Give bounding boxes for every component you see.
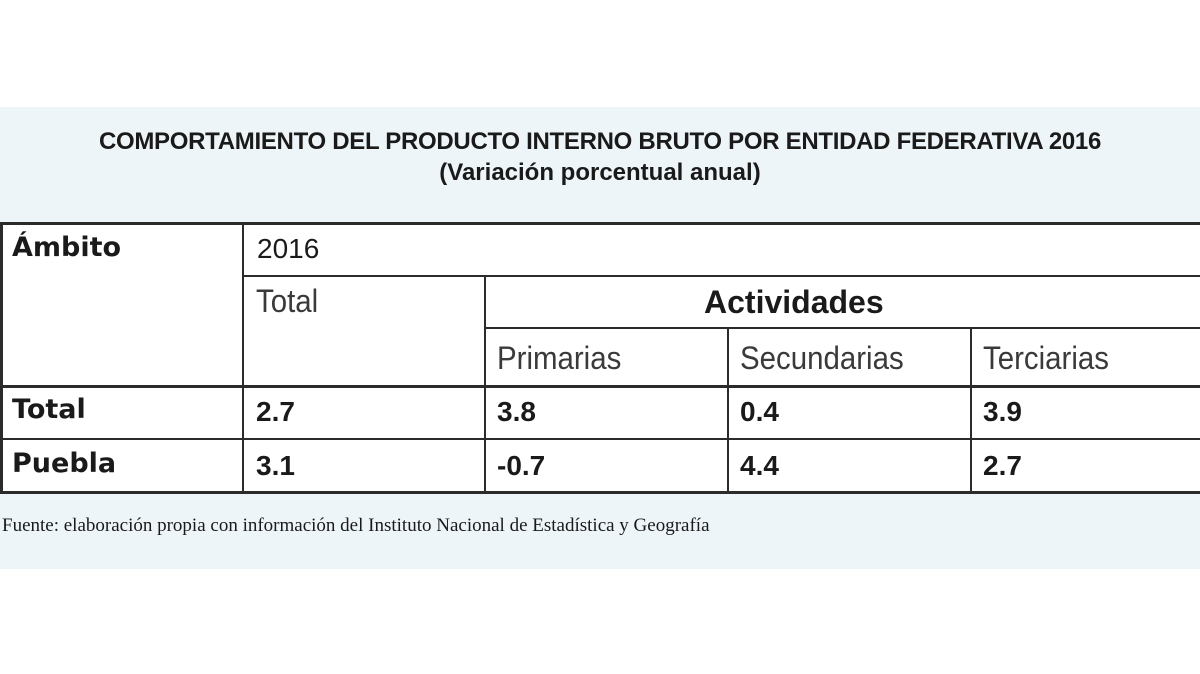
table-subtitle: (Variación porcentual anual) (439, 159, 761, 186)
cell-total-primarias: 3.8 (497, 396, 536, 427)
header-total: Total (256, 283, 319, 319)
table-line-year (243, 275, 1200, 277)
table-vline-4 (970, 327, 972, 494)
table-line-header-bottom (0, 385, 1200, 388)
data-table: Ámbito 2016 Total Actividades Primarias … (0, 222, 1200, 494)
header-terciarias: Terciarias (983, 340, 1109, 376)
cell-total-secundarias: 0.4 (740, 396, 779, 427)
header-primarias: Primarias (497, 340, 622, 376)
row-label-puebla: Puebla (12, 448, 117, 479)
table-border-left (0, 222, 3, 494)
source-note: Fuente: elaboración propia con informaci… (2, 515, 710, 536)
cell-puebla-secundarias: 4.4 (740, 450, 779, 481)
table-line-actividades (484, 327, 1200, 329)
table-vline-3 (727, 327, 729, 494)
row-label-total: Total (12, 394, 86, 425)
table-vline-2 (484, 275, 486, 494)
cell-total-total: 2.7 (256, 396, 295, 427)
table-title: COMPORTAMIENTO DEL PRODUCTO INTERNO BRUT… (98, 128, 1102, 155)
table-vline-1 (242, 222, 244, 494)
header-year: 2016 (257, 233, 320, 264)
header-ambito: Ámbito (12, 232, 122, 263)
cell-total-terciarias: 3.9 (983, 396, 1022, 427)
cell-puebla-total: 3.1 (256, 450, 295, 481)
table-border-bottom (0, 491, 1200, 494)
cell-puebla-primarias: -0.7 (497, 450, 546, 481)
table-line-row1 (0, 438, 1200, 440)
cell-puebla-terciarias: 2.7 (983, 450, 1022, 481)
table-border-top (0, 222, 1200, 225)
header-actividades: Actividades (704, 284, 884, 320)
header-secundarias: Secundarias (740, 340, 904, 376)
